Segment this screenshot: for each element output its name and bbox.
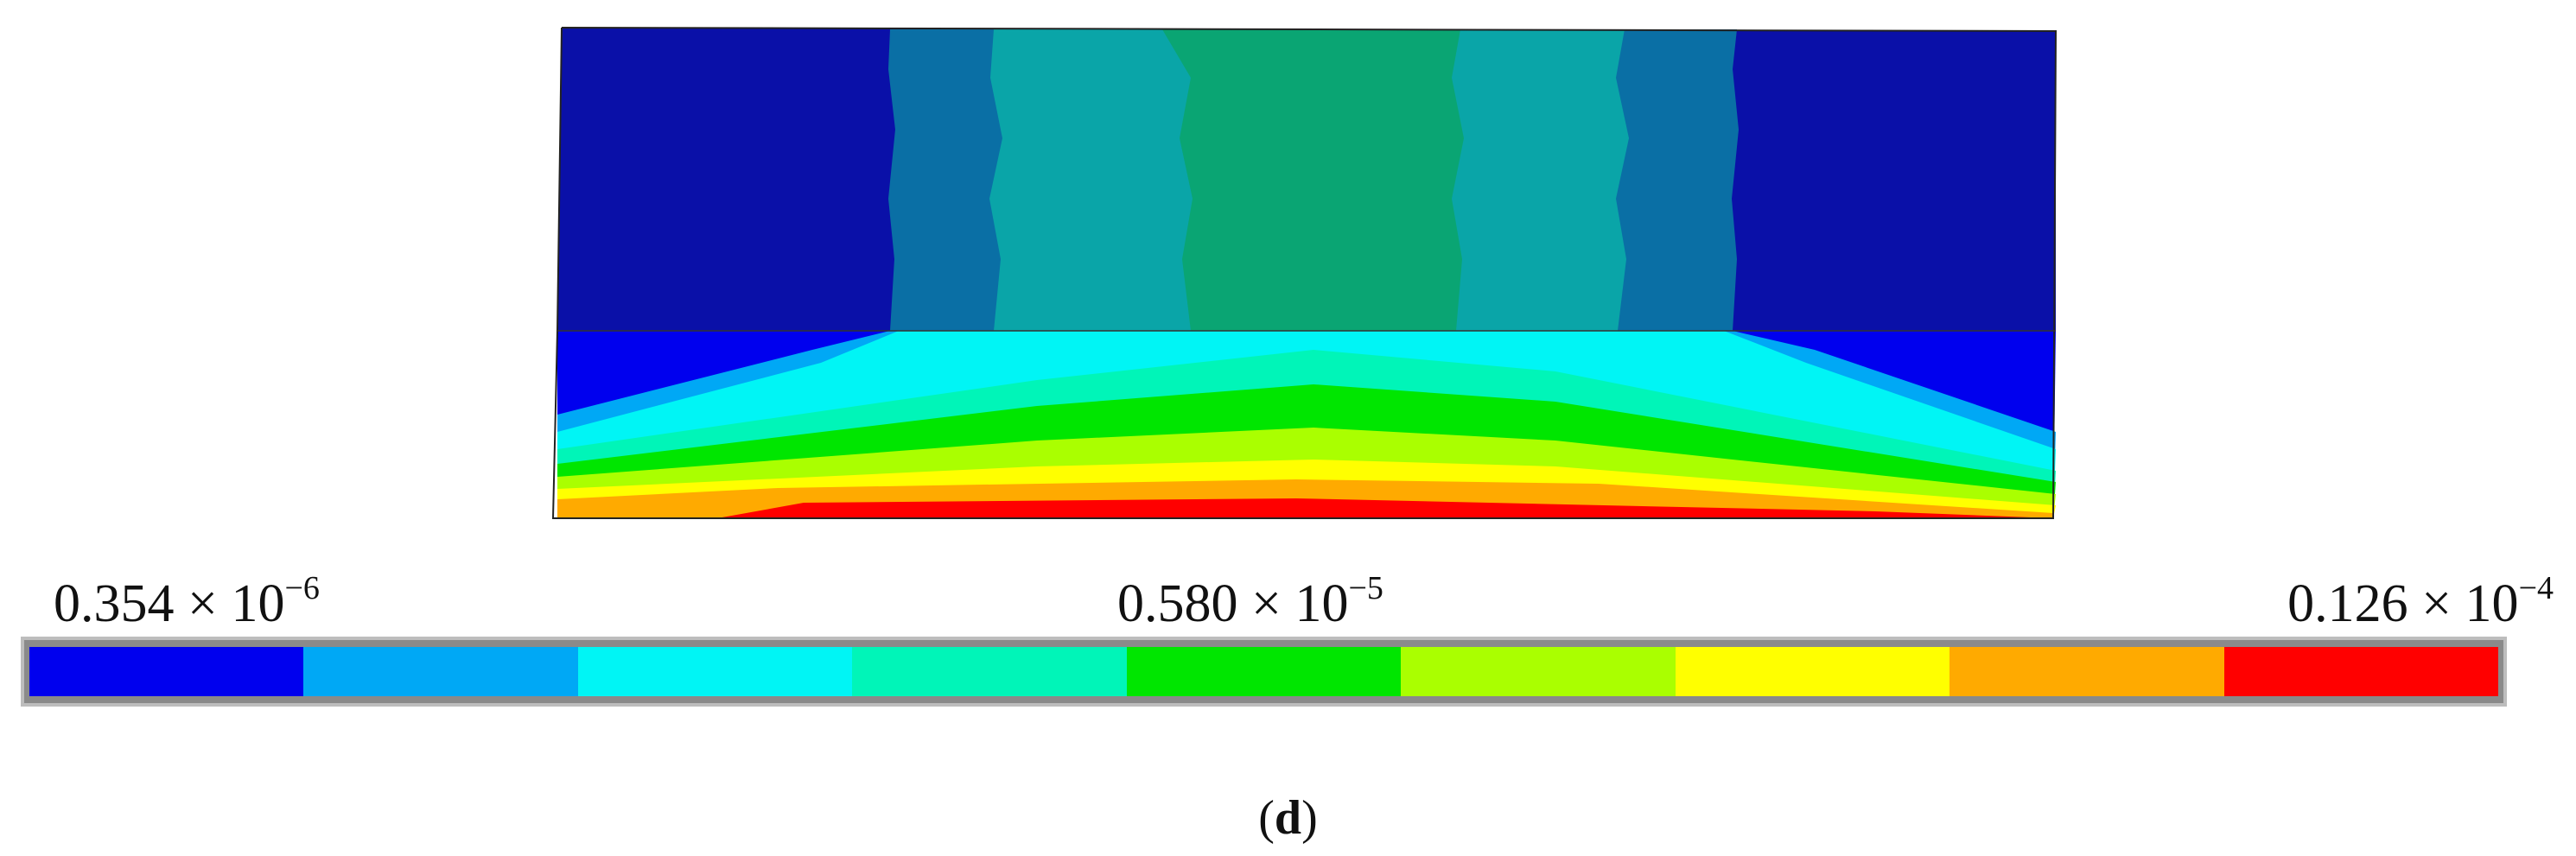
colorbar-swatch-8 [1949,647,2224,696]
colorbar-swatch-6 [1401,647,1676,696]
colorbar-swatch-3 [577,647,853,696]
colorbar-mid-label: 0.580 × 10−5 [1117,572,1383,633]
panel-label-close: ) [1301,791,1318,845]
colorbar-swatch-4 [852,647,1127,696]
colorbar-mid-mantissa: 0.580 × 10 [1117,574,1349,633]
upper-band-green-teal [1162,29,1464,331]
colorbar-swatch-5 [1126,647,1402,696]
colorbar [29,647,2498,696]
panel-label-open: ( [1258,791,1275,845]
colorbar-min-mantissa: 0.354 × 10 [54,574,285,633]
block-outline [551,27,2058,519]
panel-label-letter: d [1274,791,1302,845]
colorbar-max-label: 0.126 × 10−4 [2287,572,2554,633]
panel-label: (d) [0,790,2576,846]
colorbar-swatch-7 [1675,647,1950,696]
colorbar-min-label: 0.354 × 10−6 [54,572,320,633]
colorbar-min-exponent: −6 [284,570,320,606]
colorbar-mid-exponent: −5 [1348,570,1383,606]
colorbar-swatch-2 [303,647,578,696]
colorbar-swatch-1 [29,647,304,696]
colorbar-max-exponent: −4 [2518,570,2554,606]
colorbar-max-mantissa: 0.126 × 10 [2287,574,2519,633]
colorbar-swatch-9 [2223,647,2498,696]
lower-band-red [717,498,2053,518]
